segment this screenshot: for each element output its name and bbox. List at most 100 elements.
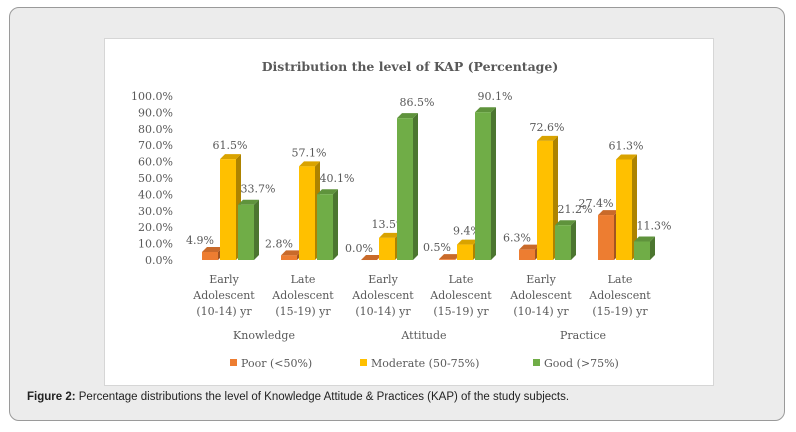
y-tick-label: 50.0% (138, 172, 173, 185)
category-label: (15-19) yr (275, 305, 331, 318)
group-label: Knowledge (233, 329, 295, 342)
bar-side-1-5 (632, 154, 637, 260)
data-label: 4.9% (186, 234, 214, 247)
bar-0-1 (281, 255, 297, 260)
data-label: 6.3% (503, 232, 531, 245)
bar-0-0 (202, 251, 218, 260)
bar-side-2-3 (491, 107, 496, 261)
bar-1-5 (616, 159, 632, 260)
y-tick-label: 60.0% (138, 156, 173, 169)
category-label: (15-19) yr (592, 305, 648, 318)
bar-top-0-3 (439, 254, 460, 260)
bar-top-1-0 (220, 154, 241, 160)
bar-2-3 (475, 112, 491, 261)
legend-label: Moderate (50-75%) (371, 357, 479, 370)
bar-top-0-2 (361, 255, 382, 260)
bar-1-2 (379, 237, 395, 260)
figure-frame: Distribution the level of KAP (Percentag… (9, 7, 785, 421)
category-label: Adolescent (271, 289, 334, 302)
data-label: 61.3% (609, 139, 644, 152)
data-label: 57.1% (292, 146, 327, 159)
data-label: 27.4% (579, 197, 614, 210)
bar-top-0-0 (202, 246, 223, 252)
data-label: 11.3% (637, 219, 672, 232)
category-label: Adolescent (192, 289, 255, 302)
bar-0-5 (598, 215, 614, 260)
data-label: 90.1% (478, 90, 513, 103)
bar-side-2-0 (254, 199, 259, 260)
group-label: Practice (560, 329, 606, 342)
bar-top-2-2 (397, 113, 418, 119)
category-label: Early (368, 273, 398, 286)
y-tick-label: 70.0% (138, 139, 173, 152)
bar-top-2-4 (555, 220, 576, 226)
bar-side-2-4 (571, 220, 576, 260)
category-label: Early (526, 273, 556, 286)
bar-top-2-0 (238, 199, 259, 205)
bar-1-1 (299, 166, 315, 260)
category-label: Late (608, 273, 633, 286)
legend-swatch (533, 359, 540, 366)
bar-1-3 (457, 244, 473, 260)
category-label: Adolescent (429, 289, 492, 302)
data-label: 61.5% (213, 139, 248, 152)
bar-top-1-3 (457, 239, 478, 245)
y-tick-label: 30.0% (138, 205, 173, 218)
legend-swatch (360, 359, 367, 366)
bar-2-1 (317, 194, 333, 260)
bar-2-5 (634, 241, 650, 260)
category-label: (10-14) yr (355, 305, 411, 318)
data-label: 86.5% (400, 96, 435, 109)
category-label: (10-14) yr (196, 305, 252, 318)
legend-label: Good (>75%) (544, 357, 619, 370)
bar-2-2 (397, 118, 413, 260)
category-label: (10-14) yr (513, 305, 569, 318)
bar-top-1-5 (616, 154, 637, 160)
kap-bar-chart: Distribution the level of KAP (Percentag… (131, 59, 672, 370)
data-label: 72.6% (530, 121, 565, 134)
bar-top-2-5 (634, 236, 655, 242)
y-tick-label: 100.0% (131, 90, 173, 103)
category-label: Adolescent (509, 289, 572, 302)
data-label: 21.2% (558, 203, 593, 216)
category-label: Adolescent (351, 289, 414, 302)
group-label: Attitude (400, 329, 446, 342)
legend-swatch (230, 359, 237, 366)
bar-top-0-5 (598, 210, 619, 216)
bar-top-1-1 (299, 161, 320, 167)
data-label: 2.8% (265, 237, 293, 250)
bar-0-3 (439, 259, 455, 260)
bar-side-2-5 (650, 236, 655, 260)
y-tick-label: 0.0% (145, 254, 173, 267)
legend-label: Poor (<50%) (241, 357, 312, 370)
chart-area: Distribution the level of KAP (Percentag… (104, 38, 714, 386)
y-tick-label: 20.0% (138, 221, 173, 234)
category-label: Late (449, 273, 474, 286)
data-label: 0.0% (345, 242, 373, 255)
bar-2-0 (238, 204, 254, 260)
bar-0-4 (519, 249, 535, 260)
y-tick-label: 80.0% (138, 123, 173, 136)
y-tick-label: 10.0% (138, 238, 173, 251)
bar-top-1-2 (379, 232, 400, 238)
bar-top-0-4 (519, 244, 540, 250)
data-label: 33.7% (241, 183, 276, 196)
y-tick-label: 40.0% (138, 188, 173, 201)
bar-top-2-1 (317, 189, 338, 195)
bar-top-2-3 (475, 107, 496, 113)
bar-top-0-1 (281, 250, 302, 256)
category-label: (15-19) yr (433, 305, 489, 318)
data-label: 40.1% (320, 172, 355, 185)
y-tick-label: 90.0% (138, 106, 173, 119)
chart-title: Distribution the level of KAP (Percentag… (262, 59, 559, 74)
category-label: Adolescent (588, 289, 651, 302)
bar-top-1-4 (537, 135, 558, 141)
bar-1-4 (537, 140, 553, 260)
bar-side-2-2 (413, 113, 418, 260)
caption-label: Figure 2: (27, 391, 76, 403)
data-label: 0.5% (423, 241, 451, 254)
caption-text: Percentage distributions the level of Kn… (75, 391, 570, 403)
bar-2-4 (555, 225, 571, 260)
data-label: 9.4% (453, 225, 481, 238)
figure-caption: Figure 2: Percentage distributions the l… (27, 391, 767, 403)
